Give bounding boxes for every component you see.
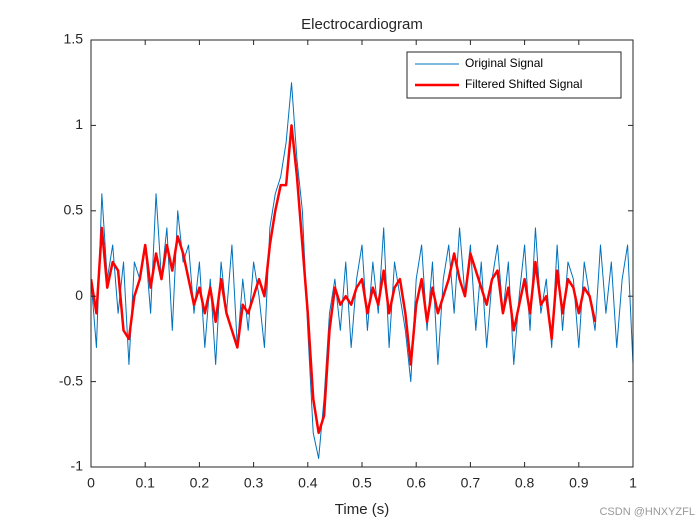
x-tick-label: 0.1 — [135, 475, 155, 491]
x-tick-label: 0.9 — [569, 475, 589, 491]
y-tick-label: 1 — [75, 116, 83, 132]
x-tick-label: 1 — [629, 475, 637, 491]
x-axis-label: Time (s) — [335, 501, 389, 518]
legend: Original Signal Filtered Shifted Signal — [406, 51, 622, 99]
legend-label: Filtered Shifted Signal — [465, 77, 582, 91]
series-line — [91, 124, 597, 435]
y-tick-label: 0.5 — [64, 202, 84, 218]
legend-box — [406, 51, 622, 99]
y-tick-label: -1 — [71, 458, 84, 474]
y-tick-label: 0 — [75, 287, 83, 303]
x-tick-label: 0.3 — [244, 475, 264, 491]
x-tick-label: 0.7 — [461, 475, 481, 491]
chart-title: Electrocardiogram — [301, 16, 423, 33]
x-tick-label: 0.4 — [298, 475, 318, 491]
watermark: CSDN @HNXYZFL — [599, 506, 695, 518]
y-tick-label: -0.5 — [59, 372, 83, 388]
legend-label: Original Signal — [465, 56, 543, 70]
x-tick-label: 0.5 — [352, 475, 372, 491]
x-tick-label: 0.6 — [406, 475, 426, 491]
x-tick-label: 0.8 — [515, 475, 535, 491]
x-tick-label: 0.2 — [190, 475, 210, 491]
x-tick-label: 0 — [87, 475, 95, 491]
y-tick-label: 1.5 — [64, 31, 84, 47]
